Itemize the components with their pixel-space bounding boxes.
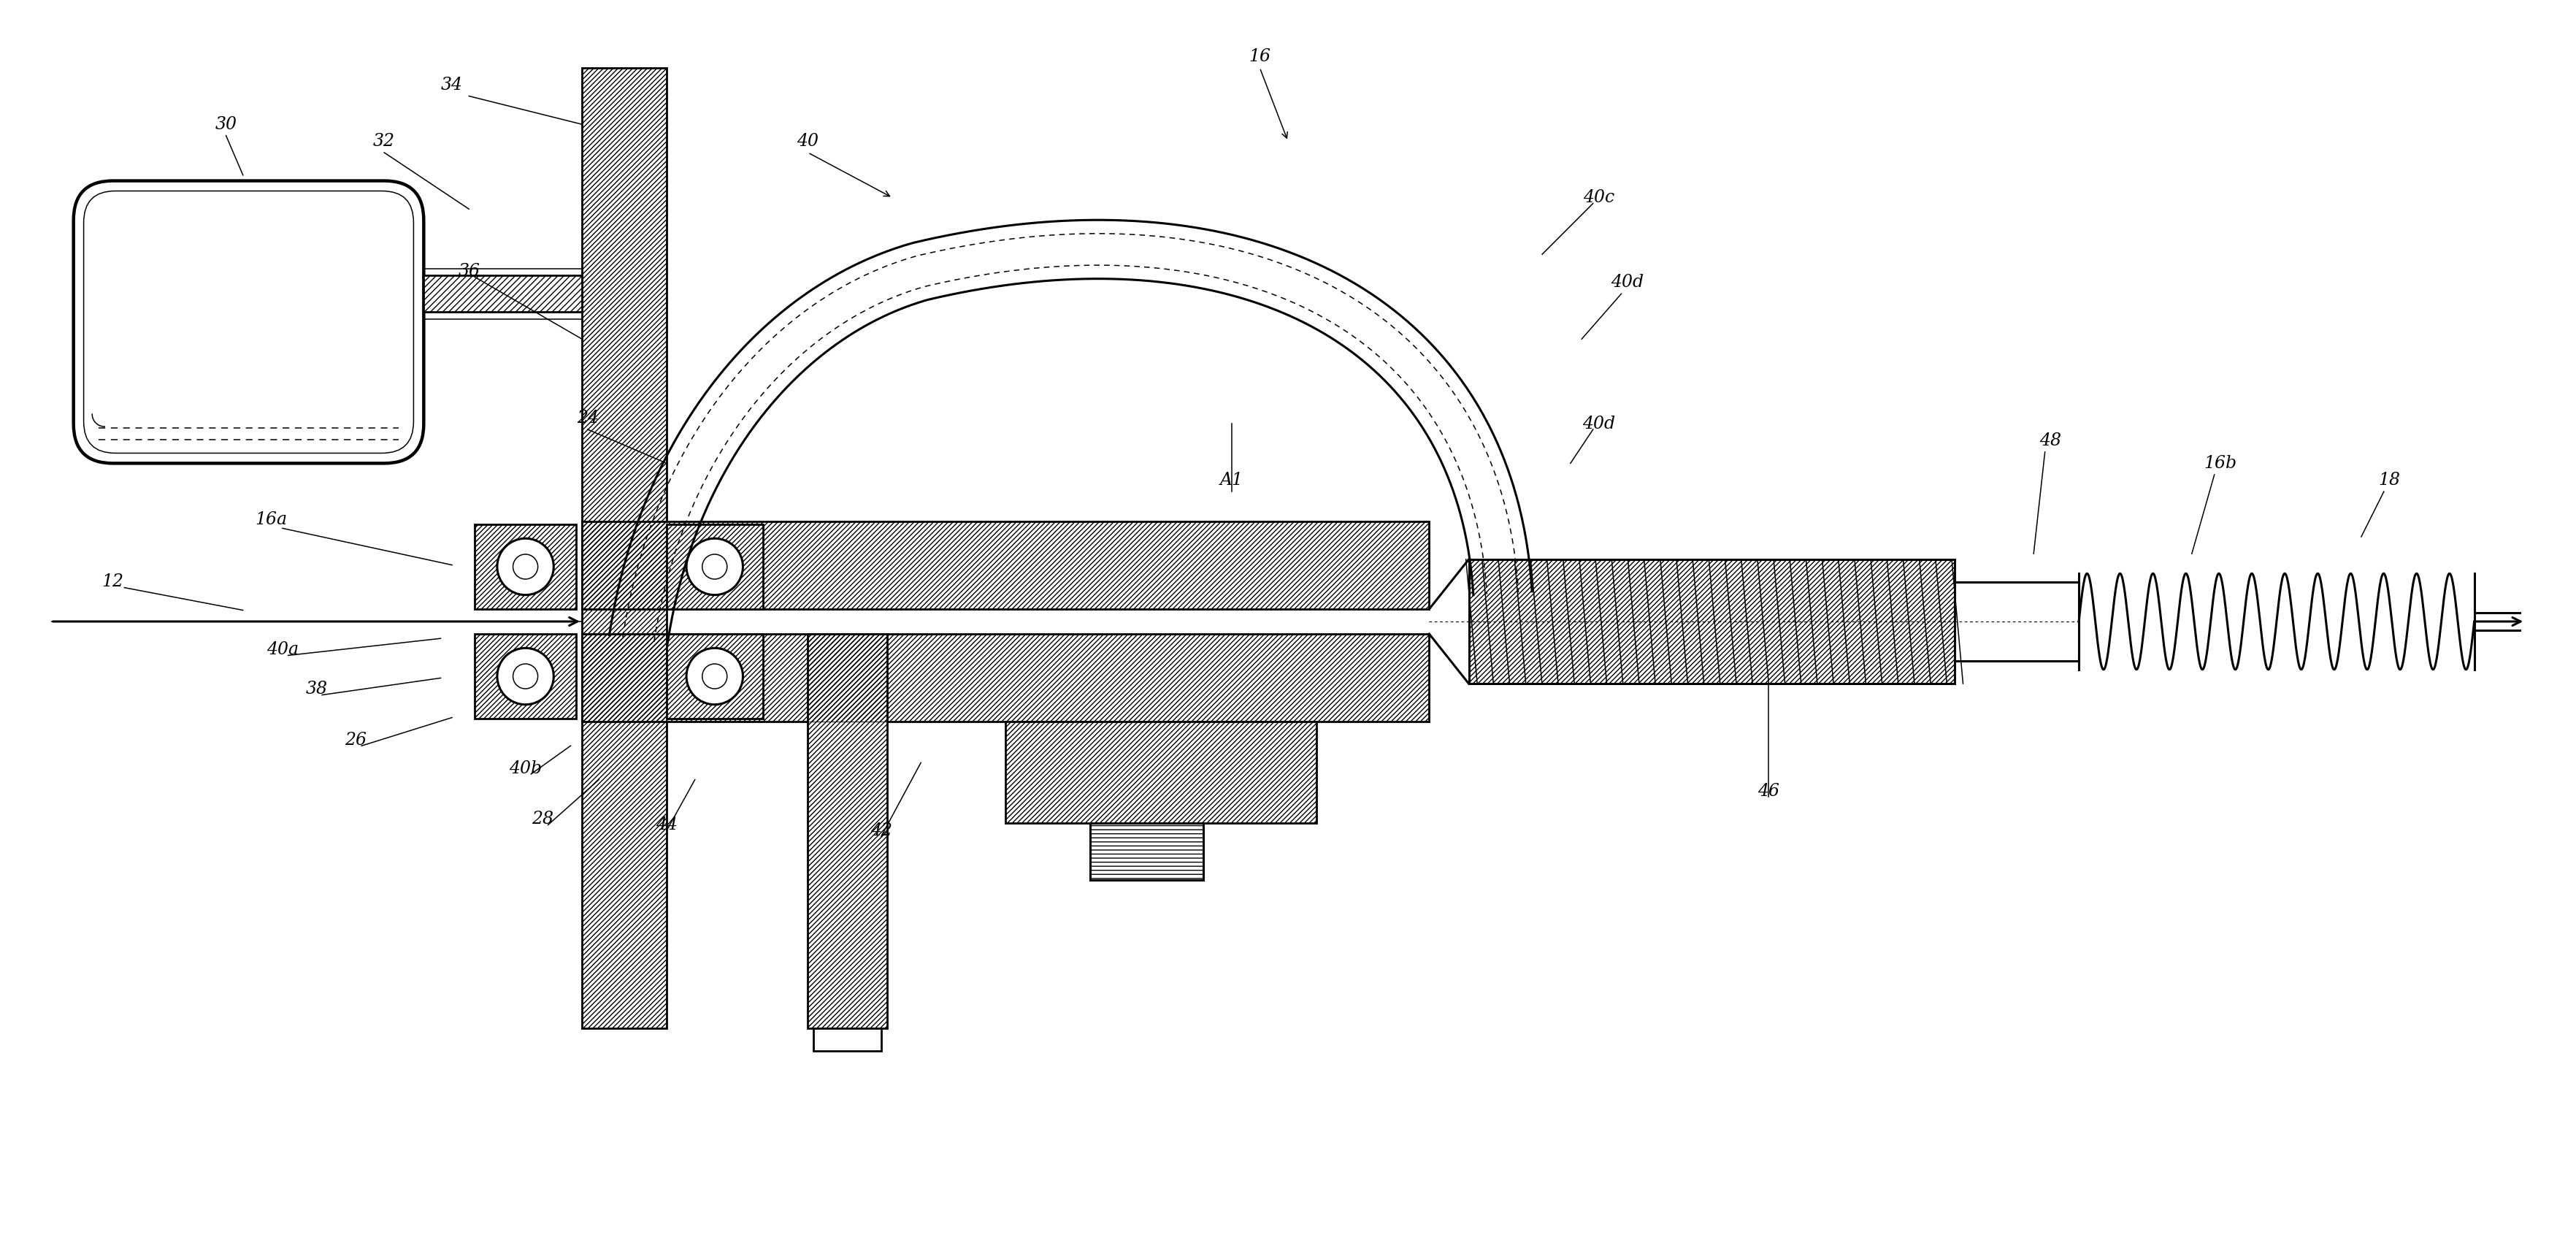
- Text: 16b: 16b: [2202, 455, 2236, 471]
- Polygon shape: [474, 525, 577, 609]
- Circle shape: [703, 664, 726, 689]
- Polygon shape: [474, 634, 577, 718]
- Circle shape: [703, 554, 726, 579]
- Text: 46: 46: [1757, 783, 1780, 799]
- Text: 34: 34: [440, 76, 464, 93]
- Text: 16a: 16a: [255, 511, 289, 528]
- Text: 44: 44: [657, 817, 677, 833]
- Text: 38: 38: [307, 681, 327, 697]
- Text: 26: 26: [345, 732, 366, 748]
- Text: A1: A1: [1221, 472, 1244, 488]
- FancyBboxPatch shape: [82, 191, 415, 454]
- Text: 36: 36: [459, 262, 479, 280]
- Polygon shape: [1468, 559, 1955, 684]
- Text: 40d: 40d: [1582, 415, 1615, 433]
- Circle shape: [497, 538, 554, 595]
- Polygon shape: [667, 525, 762, 609]
- Text: 40a: 40a: [265, 641, 299, 658]
- Text: 12: 12: [103, 573, 124, 590]
- Polygon shape: [667, 634, 762, 718]
- Polygon shape: [582, 634, 1430, 721]
- Circle shape: [513, 664, 538, 689]
- Text: 30: 30: [214, 116, 237, 133]
- Polygon shape: [1005, 721, 1316, 823]
- Polygon shape: [814, 1028, 881, 1050]
- Text: 18: 18: [2378, 472, 2401, 488]
- Text: 32: 32: [374, 133, 394, 149]
- Text: 28: 28: [531, 810, 554, 828]
- Text: 48: 48: [2040, 433, 2061, 449]
- Text: 40c: 40c: [1582, 189, 1615, 206]
- Circle shape: [685, 648, 742, 705]
- Text: 40: 40: [796, 133, 819, 149]
- Polygon shape: [582, 68, 667, 1028]
- Text: 40b: 40b: [510, 759, 541, 777]
- Text: 24: 24: [577, 410, 598, 426]
- Polygon shape: [1090, 823, 1203, 880]
- Polygon shape: [582, 522, 1430, 609]
- FancyBboxPatch shape: [75, 180, 422, 464]
- Polygon shape: [809, 634, 886, 1028]
- Circle shape: [513, 554, 538, 579]
- Polygon shape: [422, 276, 582, 312]
- Text: 42: 42: [871, 822, 891, 839]
- Text: 40d: 40d: [1610, 275, 1643, 291]
- Polygon shape: [1955, 582, 2079, 661]
- Circle shape: [685, 538, 742, 595]
- Circle shape: [497, 648, 554, 705]
- Text: 16: 16: [1249, 48, 1270, 65]
